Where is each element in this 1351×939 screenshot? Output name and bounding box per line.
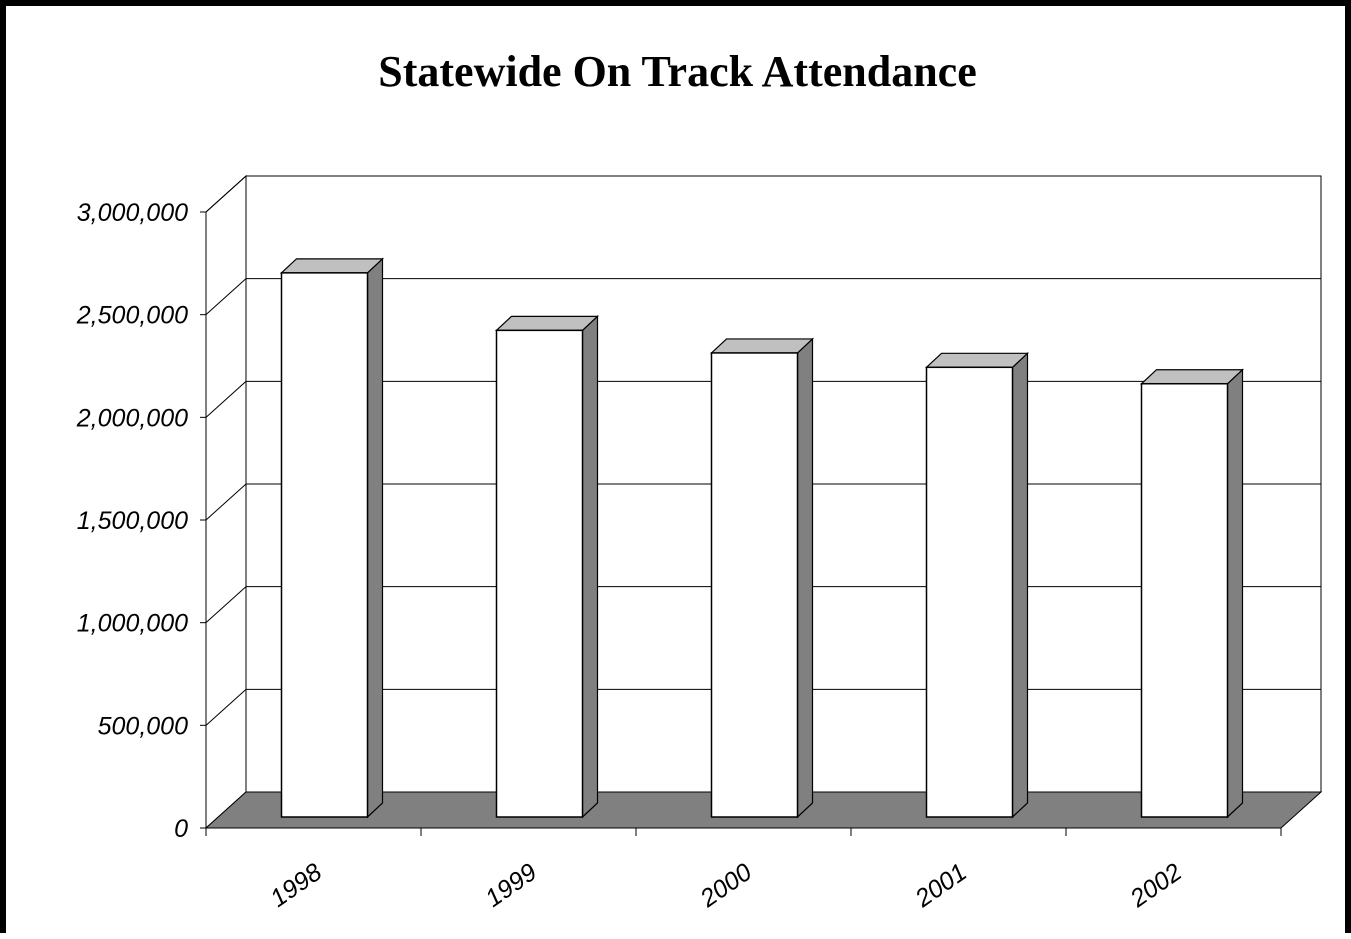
bars bbox=[279, 257, 1245, 819]
bar-front-face bbox=[925, 366, 1014, 818]
bar bbox=[494, 314, 600, 819]
bar-top-face bbox=[1139, 369, 1245, 385]
gridline-side bbox=[205, 586, 247, 624]
bar-side-face bbox=[366, 257, 384, 819]
bar bbox=[1139, 368, 1245, 819]
x-axis-tick-labels: 1998 1999 2000 2001 2002 bbox=[265, 858, 1187, 913]
y-tick-label: 1,500,000 bbox=[77, 507, 188, 535]
gridline-side bbox=[205, 278, 247, 316]
bar-top-face bbox=[709, 338, 815, 354]
bar-front-face bbox=[710, 352, 799, 818]
y-tick-label: 2,500,000 bbox=[76, 302, 188, 330]
bar bbox=[709, 337, 815, 819]
y-tick-label: 1,000,000 bbox=[77, 610, 188, 638]
y-tick-label: 0 bbox=[174, 815, 188, 843]
x-tick-label: 2001 bbox=[909, 858, 971, 913]
bar-side-face bbox=[796, 337, 814, 819]
bar-front-face bbox=[280, 272, 369, 818]
bar-top-face bbox=[279, 258, 385, 274]
y-tick-label: 3,000,000 bbox=[77, 199, 188, 227]
y-tick-label: 2,000,000 bbox=[76, 404, 188, 432]
gridline-side bbox=[205, 380, 247, 418]
bar-side-face bbox=[581, 314, 599, 819]
gridline-side bbox=[205, 688, 247, 726]
bar bbox=[924, 351, 1030, 819]
bar bbox=[279, 257, 385, 819]
y-tick-label: 500,000 bbox=[98, 712, 188, 740]
bar-side-face bbox=[1011, 351, 1029, 819]
gridline-side bbox=[205, 483, 247, 521]
x-tick-label: 2000 bbox=[694, 858, 757, 913]
y-axis-tick-labels: 0 500,000 1,000,000 1,500,000 2,000,000 2,500… bbox=[76, 199, 188, 843]
bar-chart: 0 500,000 1,000,000 1,500,000 2,000,000 2,500… bbox=[76, 174, 1323, 913]
bar-front-face bbox=[1140, 382, 1229, 818]
x-tick-label: 1999 bbox=[480, 858, 542, 913]
x-tick-label: 1998 bbox=[265, 858, 327, 913]
x-tick-label: 2002 bbox=[1124, 858, 1187, 913]
bar-front-face bbox=[495, 329, 584, 818]
bar-top-face bbox=[924, 352, 1030, 368]
bar-top-face bbox=[494, 315, 600, 331]
axes bbox=[200, 211, 1282, 836]
chart-title: Statewide On Track Attendance bbox=[378, 47, 977, 96]
gridline-side bbox=[205, 175, 247, 213]
bar-side-face bbox=[1226, 368, 1244, 819]
